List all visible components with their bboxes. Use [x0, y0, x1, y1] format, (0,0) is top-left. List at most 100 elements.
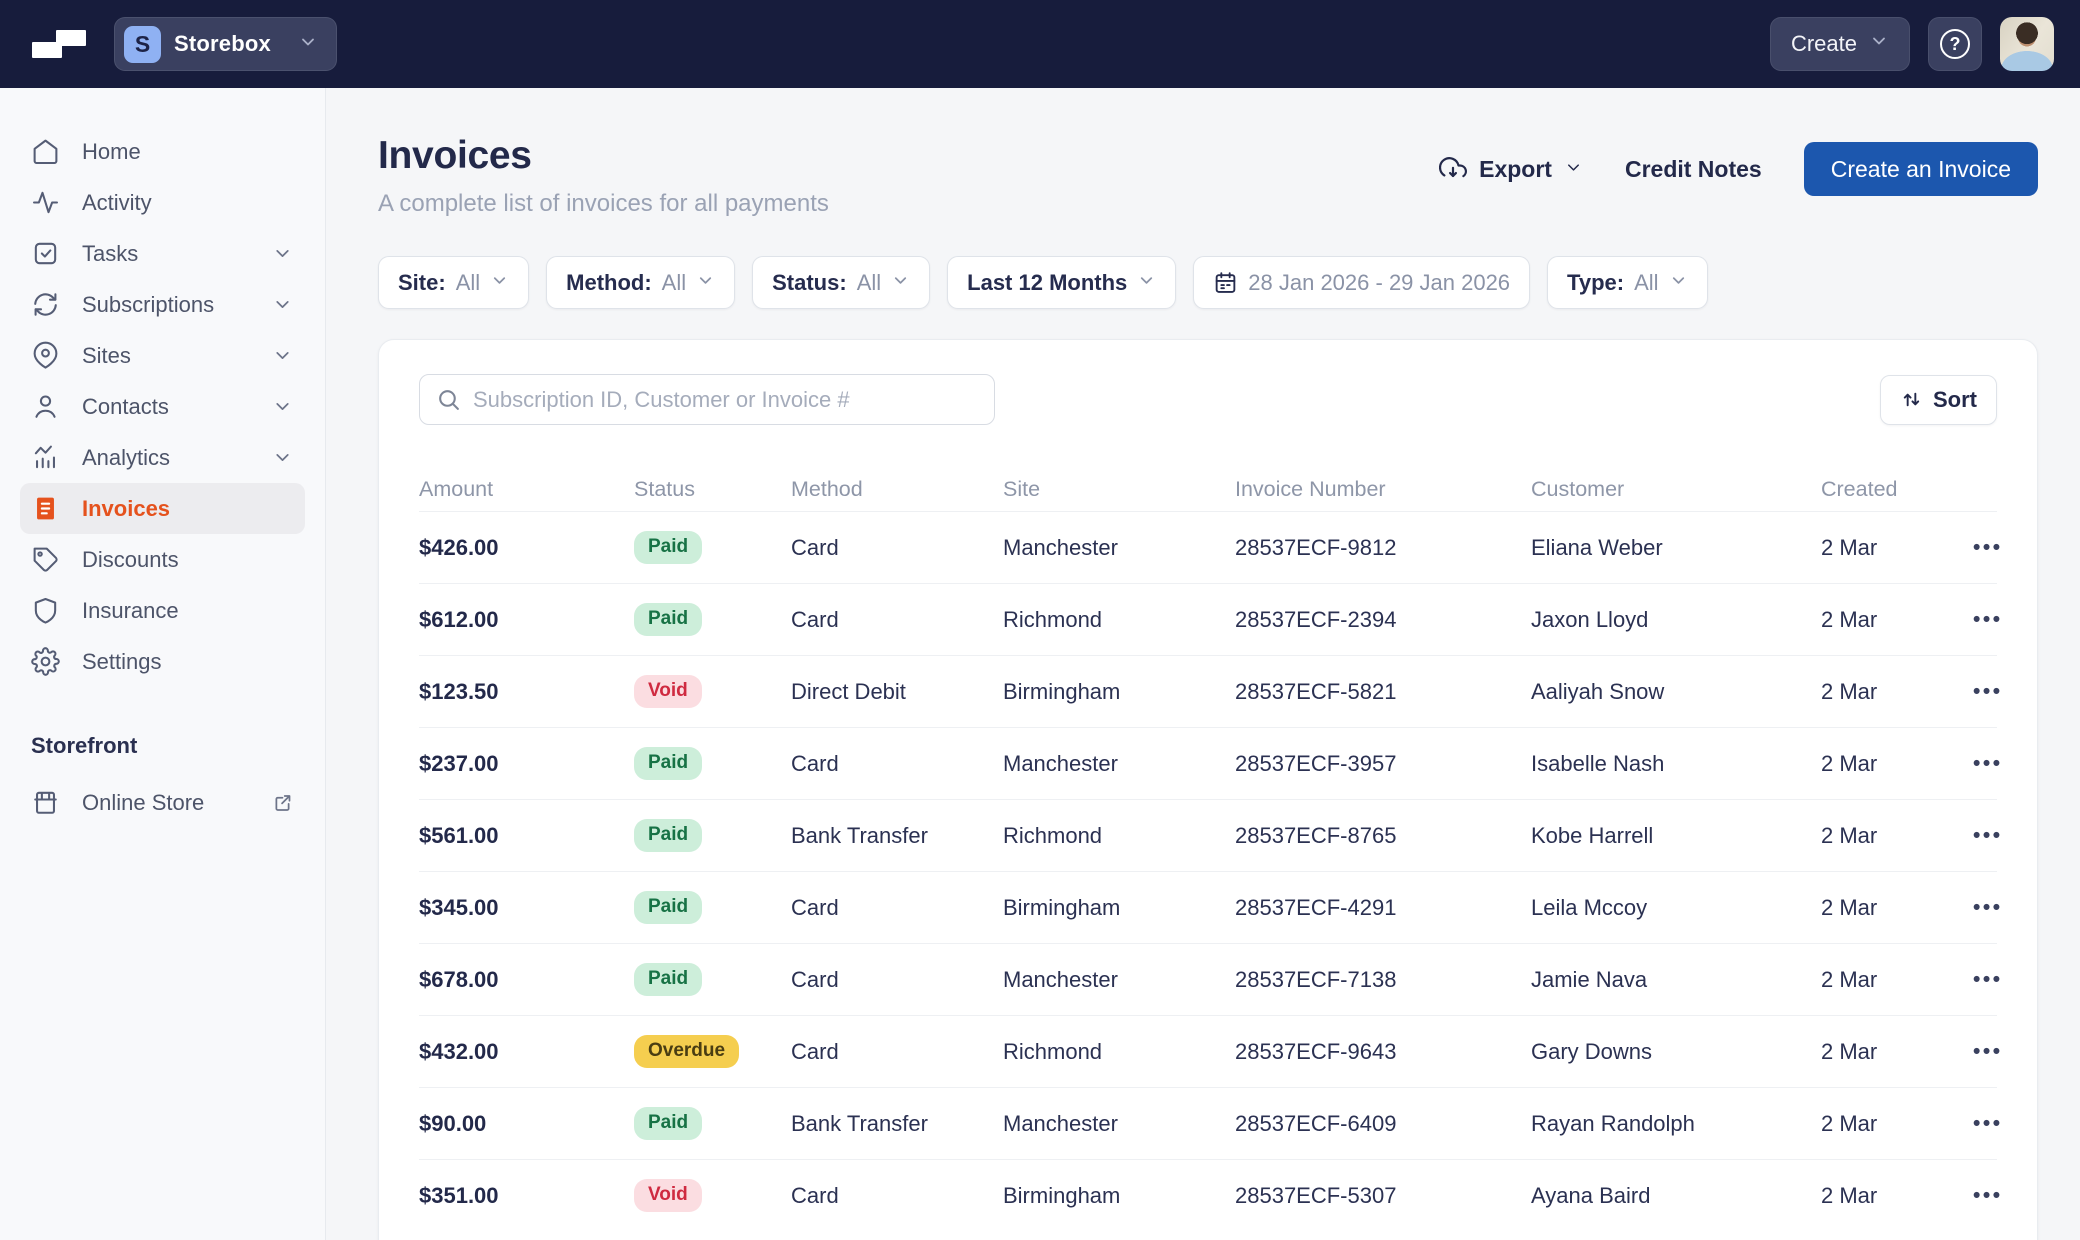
column-header-created: Created: [1821, 476, 1898, 501]
cell-customer: Isabelle Nash: [1531, 750, 1665, 776]
create-button-label: Create: [1790, 31, 1857, 56]
cell-created: 2 Mar: [1821, 534, 1878, 560]
ellipsis-icon: •••: [1973, 680, 2003, 703]
sidebar-item-home[interactable]: Home: [20, 126, 305, 177]
sidebar-item-settings[interactable]: Settings: [20, 636, 305, 687]
sidebar-item-discounts[interactable]: Discounts: [20, 534, 305, 585]
invoice-row[interactable]: $561.00 Paid Bank Transfer Richmond 2853…: [419, 799, 2000, 871]
cell-status: Paid: [634, 819, 791, 852]
status-badge: Void: [634, 1179, 702, 1212]
filter-type[interactable]: Type: All: [1547, 256, 1708, 309]
invoice-row[interactable]: $90.00 Paid Bank Transfer Manchester 285…: [419, 1087, 2000, 1159]
filter-status[interactable]: Status: All: [752, 256, 931, 309]
invoice-row[interactable]: $612.00 Paid Card Richmond 28537ECF-2394…: [419, 583, 2000, 655]
chevron-down-icon: [272, 396, 293, 417]
cell-site: Richmond: [1003, 606, 1103, 632]
filter-method[interactable]: Method: All: [546, 256, 736, 309]
cell-method: Card: [791, 1182, 839, 1208]
filter-period[interactable]: Last 12 Months: [947, 256, 1177, 309]
column-header-customer: Customer: [1531, 476, 1625, 501]
row-actions-button[interactable]: •••: [1971, 961, 2005, 998]
sort-button[interactable]: Sort: [1880, 374, 1997, 425]
sidebar-item-sites[interactable]: Sites: [20, 330, 305, 381]
chevron-down-icon: [1869, 31, 1889, 57]
table-header-row: Amount Status Method Site Invoice Number Cust…: [419, 467, 1997, 511]
invoice-row[interactable]: $426.00 Paid Card Manchester 28537ECF-98…: [419, 511, 2000, 583]
cell-invoice-number: 28537ECF-8765: [1235, 822, 1397, 848]
chevron-down-icon: [696, 270, 715, 296]
cell-created: 2 Mar: [1821, 894, 1878, 920]
export-button[interactable]: Export: [1439, 155, 1583, 183]
main-content: Invoices A complete list of invoices for…: [326, 88, 2080, 1240]
cell-created: 2 Mar: [1821, 1182, 1878, 1208]
subscriptions-icon: [31, 290, 60, 319]
chevron-down-icon: [490, 270, 509, 296]
ellipsis-icon: •••: [1973, 968, 2003, 991]
invoice-row[interactable]: $432.00 Overdue Card Richmond 28537ECF-9…: [419, 1015, 2000, 1087]
sidebar-item-tasks[interactable]: Tasks: [20, 228, 305, 279]
cell-invoice-number: 28537ECF-7138: [1235, 966, 1397, 992]
cell-method: Card: [791, 966, 839, 992]
chevron-down-icon: [272, 447, 293, 468]
row-actions-button[interactable]: •••: [1971, 1105, 2005, 1142]
cell-customer: Eliana Weber: [1531, 534, 1663, 560]
row-actions-button[interactable]: •••: [1971, 1033, 2005, 1070]
sidebar-item-activity[interactable]: Activity: [20, 177, 305, 228]
row-actions-button[interactable]: •••: [1971, 601, 2005, 638]
sidebar-item-label: Contacts: [82, 393, 169, 419]
invoice-row[interactable]: $237.00 Paid Card Manchester 28537ECF-39…: [419, 727, 2000, 799]
cell-method: Card: [791, 894, 839, 920]
invoice-row[interactable]: $123.50 Void Direct Debit Birmingham 285…: [419, 655, 2000, 727]
filter-date-range[interactable]: 28 Jan 2026 - 29 Jan 2026: [1193, 256, 1531, 309]
status-badge: Paid: [634, 819, 703, 852]
chevron-down-icon: [1137, 270, 1156, 296]
activity-icon: [31, 188, 60, 217]
status-badge: Void: [634, 675, 702, 708]
external-link-icon: [272, 792, 293, 813]
cell-amount: $123.50: [419, 678, 499, 704]
cell-method: Bank Transfer: [791, 822, 928, 848]
invoice-row[interactable]: $351.00 Void Card Birmingham 28537ECF-53…: [419, 1159, 2000, 1231]
cell-site: Birmingham: [1003, 894, 1121, 920]
page-title: Invoices: [378, 134, 532, 177]
row-actions-button[interactable]: •••: [1971, 529, 2005, 566]
cell-invoice-number: 28537ECF-5307: [1235, 1182, 1397, 1208]
cell-customer: Jamie Nava: [1531, 966, 1648, 992]
create-invoice-button[interactable]: Create an Invoice: [1803, 142, 2038, 196]
invoice-row[interactable]: $345.00 Paid Card Birmingham 28537ECF-42…: [419, 871, 2000, 943]
sidebar-item-invoices[interactable]: Invoices: [20, 483, 305, 534]
cell-site: Birmingham: [1003, 1182, 1121, 1208]
sidebar-item-contacts[interactable]: Contacts: [20, 381, 305, 432]
ellipsis-icon: •••: [1973, 1184, 2003, 1207]
table-body: $426.00 Paid Card Manchester 28537ECF-98…: [419, 511, 2000, 1231]
credit-notes-link[interactable]: Credit Notes: [1625, 156, 1762, 183]
sidebar-item-analytics[interactable]: Analytics: [20, 432, 305, 483]
cell-status: Paid: [634, 747, 791, 780]
row-actions-button[interactable]: •••: [1971, 745, 2005, 782]
row-actions-button[interactable]: •••: [1971, 673, 2005, 710]
sidebar-item-subscriptions[interactable]: Subscriptions: [20, 279, 305, 330]
top-bar: S Storebox Create ?: [0, 0, 2080, 88]
cell-created: 2 Mar: [1821, 606, 1878, 632]
user-avatar[interactable]: [2000, 17, 2054, 71]
map-pin-icon: [31, 341, 60, 370]
cell-amount: $612.00: [419, 606, 499, 632]
sidebar-item-online-store[interactable]: Online Store: [20, 777, 305, 828]
sidebar-item-insurance[interactable]: Insurance: [20, 585, 305, 636]
sidebar-item-label: Discounts: [82, 546, 179, 572]
workspace-switcher[interactable]: S Storebox: [114, 17, 337, 71]
row-actions-button[interactable]: •••: [1971, 889, 2005, 926]
search-input[interactable]: [473, 386, 978, 413]
cell-status: Void: [634, 1179, 791, 1212]
invoice-row[interactable]: $678.00 Paid Card Manchester 28537ECF-71…: [419, 943, 2000, 1015]
create-button[interactable]: Create: [1769, 17, 1910, 71]
filter-site[interactable]: Site: All: [378, 256, 530, 309]
chevron-down-icon: [272, 345, 293, 366]
help-button[interactable]: ?: [1928, 17, 1982, 71]
cell-customer: Leila Mccoy: [1531, 894, 1648, 920]
row-actions-button[interactable]: •••: [1971, 817, 2005, 854]
status-badge: Paid: [634, 891, 703, 924]
contacts-icon: [31, 392, 60, 421]
cell-customer: Rayan Randolph: [1531, 1110, 1695, 1136]
row-actions-button[interactable]: •••: [1971, 1177, 2005, 1214]
